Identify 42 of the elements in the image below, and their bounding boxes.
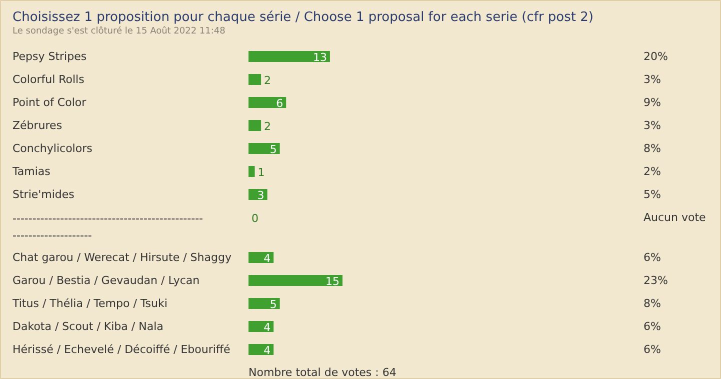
y-tick-label: Zébrures [12, 119, 62, 132]
data-label: 1 [258, 166, 265, 179]
data-label: 2 [264, 74, 272, 87]
data-label: 0 [252, 212, 258, 225]
y-tick-label: Point of Color [12, 96, 87, 109]
text: 20% [644, 50, 668, 63]
text: Aucun vote [644, 211, 706, 224]
y-tick-label: Titus / Thélia / Tempo / Tsuki [12, 297, 168, 310]
data-label: 5 [270, 298, 277, 311]
text: Le sondage s'est clôturé le 15 Août 2022 11:48 [12, 26, 226, 36]
text: 5% [644, 188, 661, 201]
text: 3% [644, 119, 661, 132]
data-label: 15 [326, 275, 340, 288]
text: 23% [644, 274, 668, 287]
y-tick-label: Tamias [12, 165, 51, 178]
y-tick-label: Chat garou / Werecat / Hirsute / Shaggy [12, 251, 232, 264]
y-tick-label: Colorful Rolls [12, 73, 85, 86]
data-label: 4 [264, 344, 271, 357]
text: 2% [644, 165, 661, 178]
text: 6% [644, 251, 661, 264]
data-label: 4 [264, 252, 271, 265]
y-tick-label: Pepsy Stripes [12, 50, 87, 63]
text: 3% [644, 73, 661, 86]
data-label: 13 [312, 51, 327, 64]
y-tick-label: Strie'mides [12, 188, 75, 201]
text: 8% [644, 142, 661, 155]
data-label: 2 [264, 120, 272, 133]
text: 6% [644, 343, 661, 356]
y-tick-label: Garou / Bestia / Gevaudan / Lycan [12, 274, 200, 287]
data-label: 5 [270, 143, 277, 156]
text: 6% [644, 320, 661, 333]
y-tick-label: Hérissé / Echevelé / Décoiffé / Ebouriffé [12, 343, 230, 356]
chart-title: Choisissez 1 proposition pour chaque série / Choose 1 proposal for each serie (cfr post 2) [12, 10, 594, 25]
text: 8% [644, 297, 661, 310]
text: Nombre total de votes : 64 [248, 366, 396, 379]
data-label: 6 [276, 97, 284, 110]
y-tick-label: Conchylicolors [12, 142, 93, 155]
data-label: 4 [264, 321, 271, 334]
data-label: 3 [257, 189, 264, 202]
text: 9% [644, 96, 661, 109]
y-tick-label: Dakota / Scout / Kiba / Nala [12, 320, 164, 333]
y-tick-label: -------------------------------------------------------------------- [12, 212, 204, 242]
